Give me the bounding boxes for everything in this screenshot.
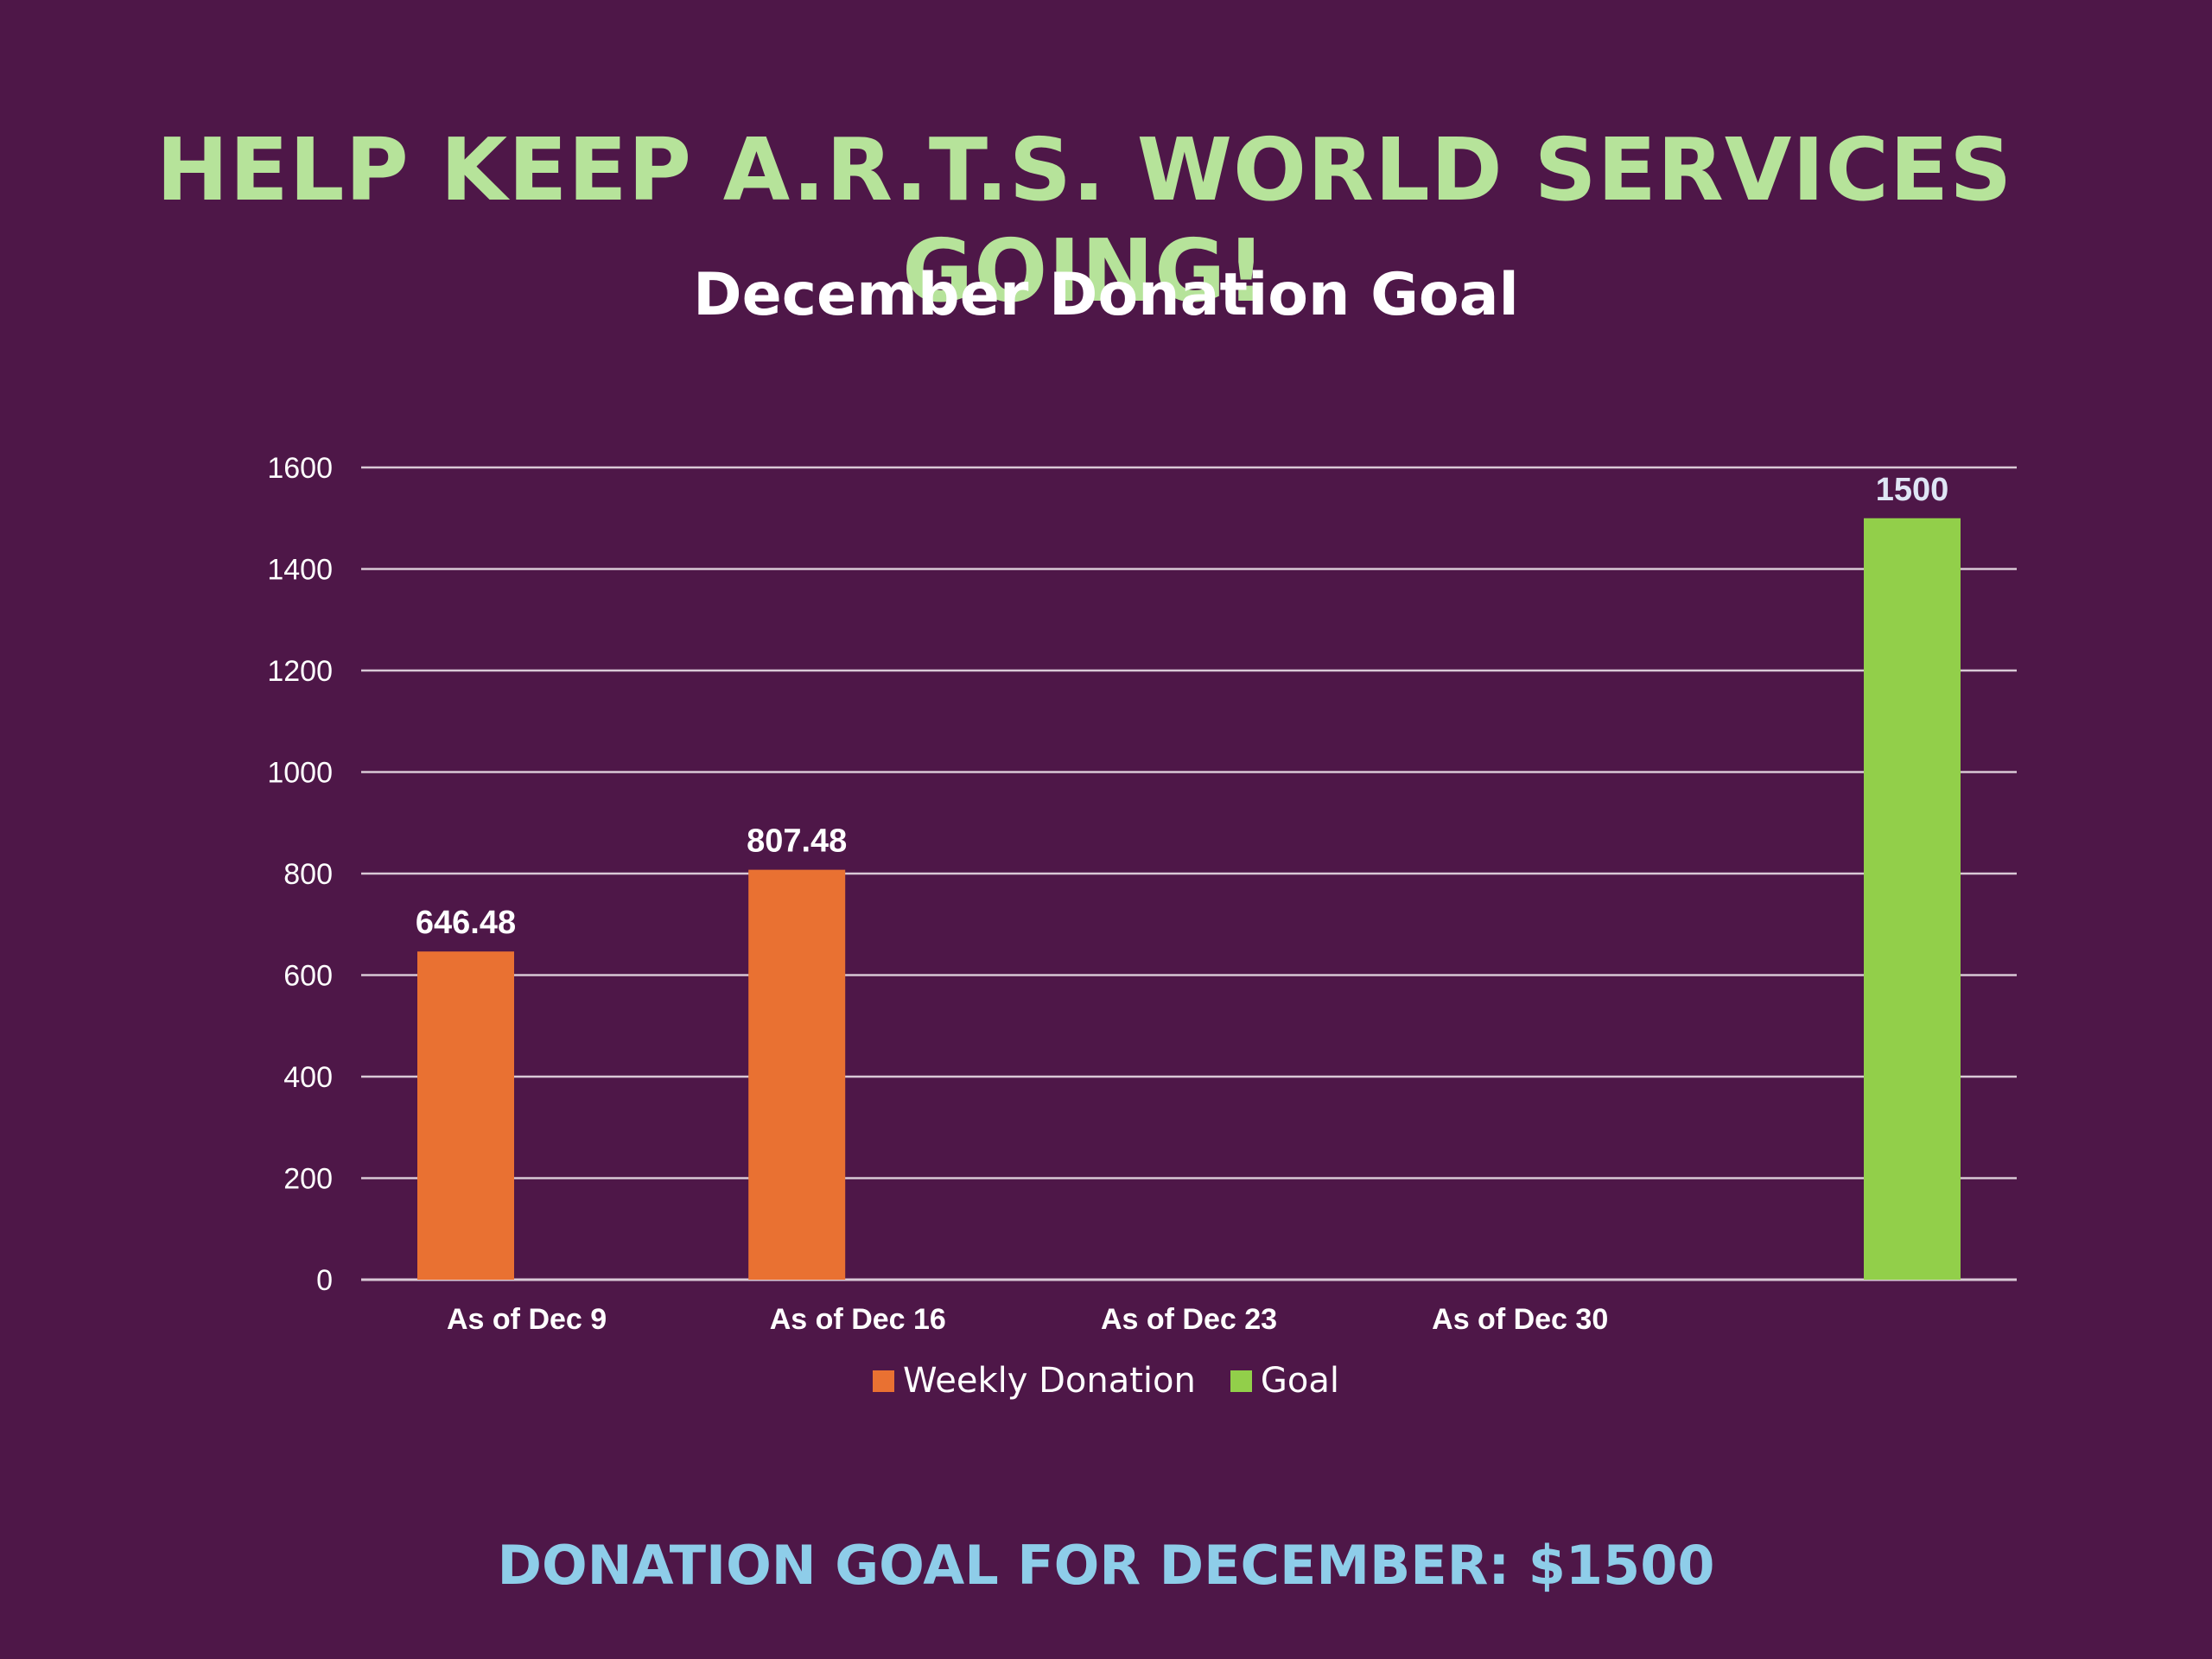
legend-swatch-goal (1230, 1370, 1252, 1392)
bar-goal-4 (1864, 518, 1961, 1280)
headline: HELP KEEP A.R.T.S. WORLD SERVICES GOING! (156, 119, 2013, 321)
data-label-goal-4: 1500 (1876, 472, 1949, 508)
y-tick-label-0: 0 (316, 1264, 333, 1297)
footer-goal-text: DONATION GOAL FOR DECEMBER: $1500 (497, 1534, 1715, 1597)
legend-item-weekly-donation: Weekly Donation (873, 1361, 1196, 1401)
x-tick-label-0: As of Dec 9 (447, 1303, 607, 1336)
chart-legend: Weekly Donation Goal (0, 1361, 2212, 1401)
y-tick-label-1600: 1600 (267, 452, 333, 485)
legend-swatch-weekly-donation (873, 1370, 895, 1392)
y-tick-label-1200: 1200 (267, 655, 333, 688)
y-tick-label-800: 800 (283, 858, 333, 891)
legend-label-goal: Goal (1260, 1361, 1339, 1401)
x-tick-label-2: As of Dec 23 (1101, 1303, 1277, 1336)
x-tick-label-1: As of Dec 16 (770, 1303, 946, 1336)
x-tick-label-3: As of Dec 30 (1432, 1303, 1608, 1336)
legend-label-weekly-donation: Weekly Donation (903, 1361, 1196, 1401)
y-tick-label-600: 600 (283, 960, 333, 993)
y-tick-label-400: 400 (283, 1061, 333, 1094)
y-tick-label-1400: 1400 (267, 554, 333, 587)
legend-item-goal: Goal (1230, 1361, 1339, 1401)
y-tick-label-1000: 1000 (267, 757, 333, 790)
data-label-weekly-donation-0: 646.48 (416, 905, 516, 941)
bar-weekly-donation-1 (748, 869, 846, 1280)
chart-title: December Donation Goal (693, 261, 1519, 329)
bar-weekly-donation-0 (417, 951, 514, 1280)
data-label-weekly-donation-1: 807.48 (747, 823, 847, 860)
y-tick-label-200: 200 (283, 1163, 333, 1196)
